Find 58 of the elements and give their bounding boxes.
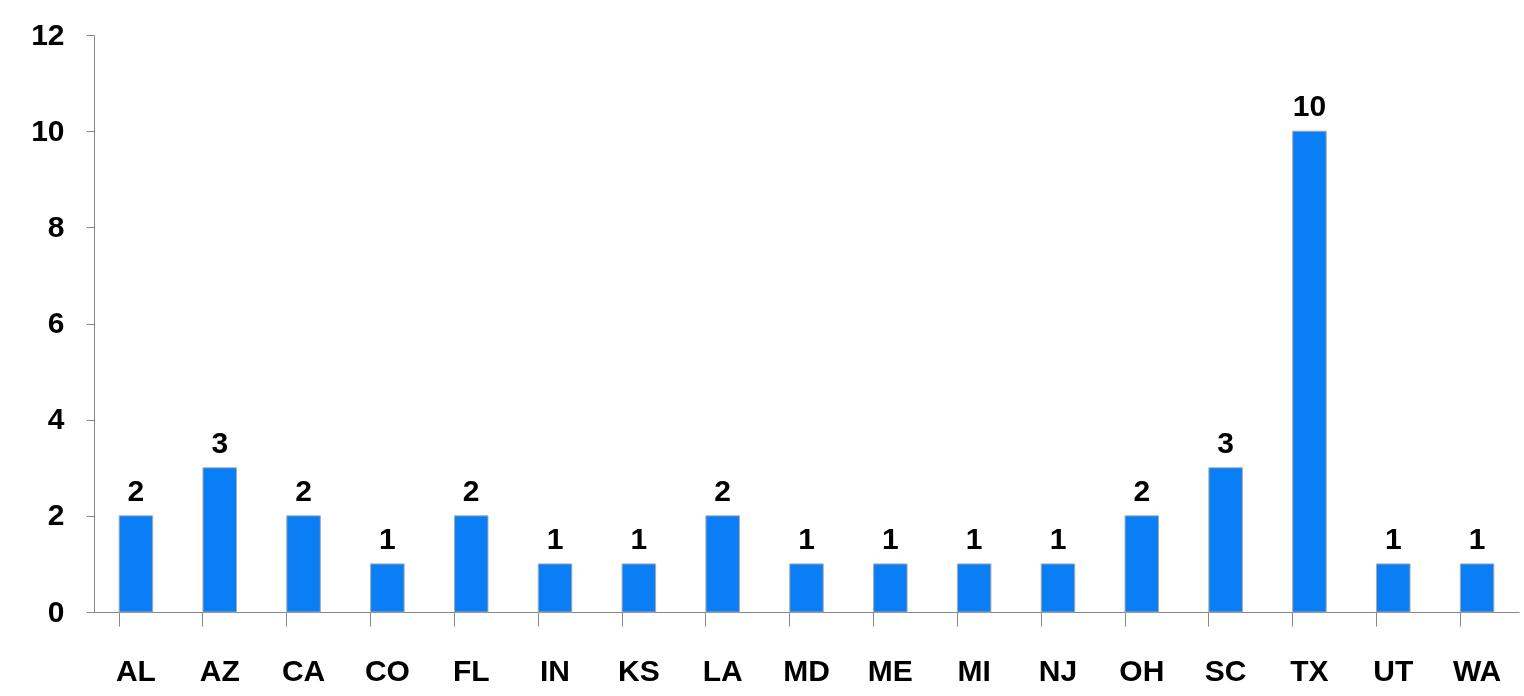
x-tick-label: SC xyxy=(1204,653,1247,687)
data-label: 1 xyxy=(881,521,899,555)
data-label: 2 xyxy=(295,473,312,507)
x-tick-label: MI xyxy=(957,653,991,687)
x-tick-label: MD xyxy=(783,653,830,687)
x-tick-label: CA xyxy=(281,653,326,687)
x-tick-label: OH xyxy=(1119,653,1165,687)
y-tick-label: 0 xyxy=(47,594,65,628)
bar xyxy=(1040,563,1076,613)
bar xyxy=(789,563,824,613)
x-tick-label: CO xyxy=(364,653,410,687)
data-label: 2 xyxy=(462,473,480,507)
data-label: 1 xyxy=(798,521,815,555)
x-tick-label: AL xyxy=(115,653,156,687)
data-label: 1 xyxy=(1049,521,1067,555)
y-tick-label: 10 xyxy=(31,113,65,147)
x-tick-label: KS xyxy=(618,653,660,687)
bar xyxy=(1459,563,1495,613)
data-label: 3 xyxy=(211,425,229,459)
x-tick-label: UT xyxy=(1373,653,1414,687)
bar xyxy=(286,515,321,613)
data-label: 10 xyxy=(1292,89,1327,123)
y-tick-label: 8 xyxy=(47,209,65,243)
data-label: 2 xyxy=(127,473,145,507)
y-tick-label: 2 xyxy=(47,498,65,532)
bar xyxy=(537,563,573,613)
data-label: 1 xyxy=(1468,521,1486,555)
data-label: 3 xyxy=(1217,425,1234,459)
bar xyxy=(118,515,154,613)
data-label: 1 xyxy=(546,521,564,555)
bar xyxy=(370,563,405,613)
x-tick-label: WA xyxy=(1452,653,1502,687)
x-tick-label: NJ xyxy=(1038,653,1078,687)
y-tick-label: 4 xyxy=(47,402,65,436)
x-tick-label: LA xyxy=(702,653,743,687)
bar xyxy=(956,563,992,613)
y-tick-label: 6 xyxy=(47,306,65,339)
bar xyxy=(453,515,489,613)
data-label: 1 xyxy=(630,521,648,555)
x-tick-label: FL xyxy=(452,653,490,687)
x-tick-label: AZ xyxy=(199,653,240,687)
data-label: 2 xyxy=(1133,473,1151,507)
bar xyxy=(1124,515,1160,613)
bar xyxy=(873,563,908,613)
data-label: 2 xyxy=(714,473,732,507)
data-label: 1 xyxy=(1384,521,1402,555)
y-tick-label: 12 xyxy=(31,17,65,51)
x-tick-label: IN xyxy=(540,653,571,687)
data-label: 1 xyxy=(379,521,396,555)
data-label: 1 xyxy=(965,521,983,555)
bar xyxy=(1376,563,1411,613)
x-tick-label: ME xyxy=(867,653,913,687)
bar xyxy=(1208,467,1243,613)
bar xyxy=(1292,130,1327,613)
x-tick-label: TX xyxy=(1290,653,1329,687)
bar xyxy=(705,515,740,613)
bar xyxy=(621,563,657,613)
bar xyxy=(202,467,237,613)
